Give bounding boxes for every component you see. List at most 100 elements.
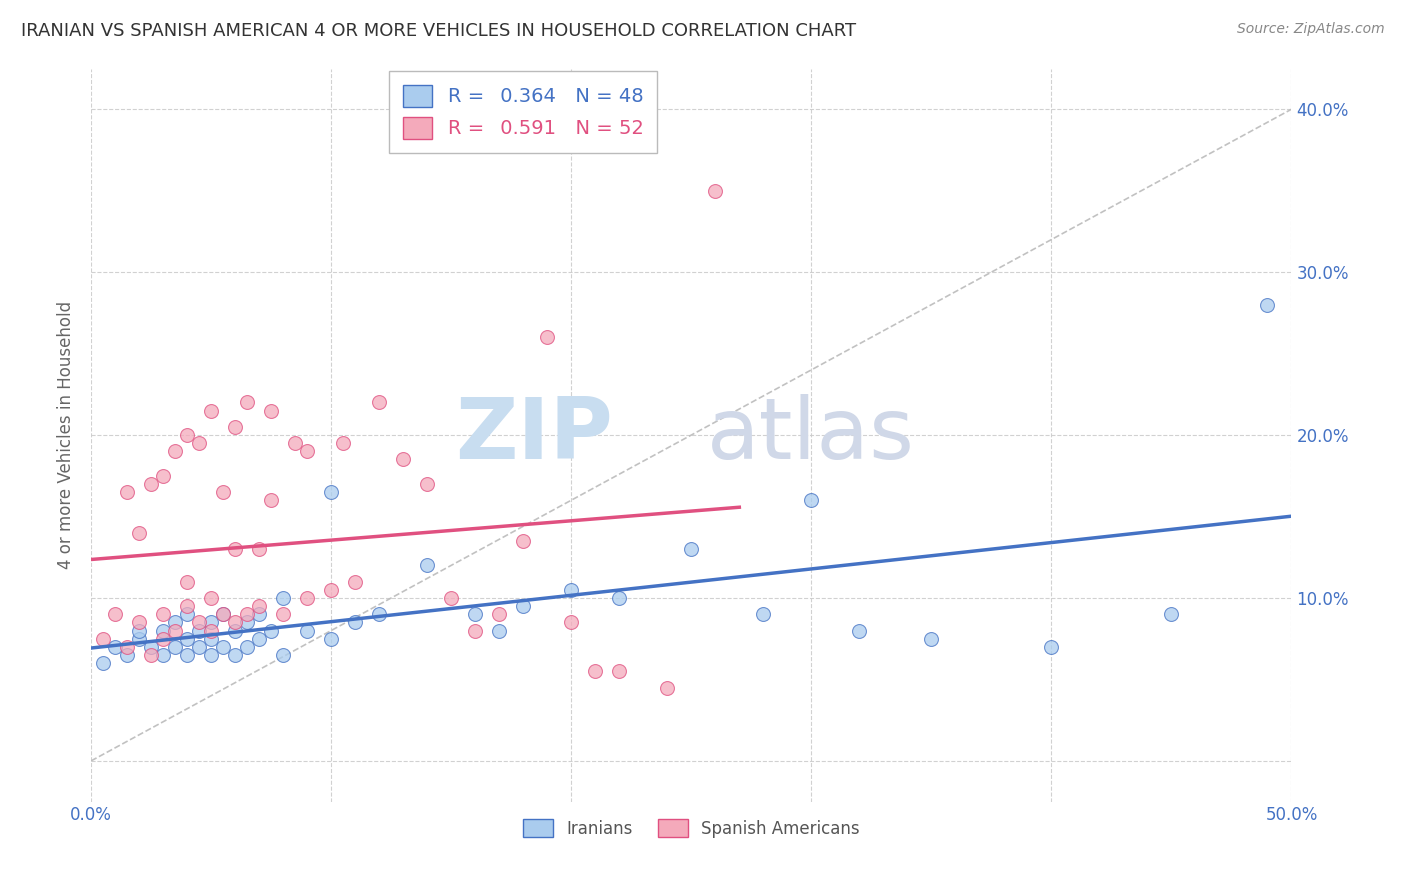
Point — [560, 582, 582, 597]
Point — [295, 591, 318, 605]
Point — [236, 395, 259, 409]
Point — [165, 444, 187, 458]
Point — [657, 681, 679, 695]
Point — [236, 607, 259, 622]
Point — [200, 615, 222, 630]
Point — [464, 607, 486, 622]
Point — [115, 648, 138, 662]
Text: IRANIAN VS SPANISH AMERICAN 4 OR MORE VEHICLES IN HOUSEHOLD CORRELATION CHART: IRANIAN VS SPANISH AMERICAN 4 OR MORE VE… — [21, 22, 856, 40]
Point — [128, 624, 150, 638]
Point — [560, 615, 582, 630]
Point — [260, 493, 283, 508]
Point — [91, 656, 114, 670]
Point — [332, 436, 354, 450]
Point — [152, 468, 174, 483]
Point — [212, 607, 235, 622]
Point — [704, 184, 727, 198]
Point — [321, 485, 343, 500]
Point — [165, 624, 187, 638]
Point — [128, 632, 150, 646]
Point — [368, 607, 391, 622]
Point — [152, 607, 174, 622]
Point — [271, 591, 294, 605]
Point — [152, 632, 174, 646]
Point — [200, 648, 222, 662]
Point — [247, 632, 270, 646]
Point — [165, 640, 187, 654]
Point — [176, 632, 198, 646]
Point — [200, 403, 222, 417]
Point — [236, 640, 259, 654]
Point — [512, 533, 534, 548]
Point — [224, 615, 246, 630]
Point — [104, 607, 127, 622]
Point — [188, 624, 211, 638]
Point — [115, 640, 138, 654]
Point — [271, 607, 294, 622]
Point — [200, 591, 222, 605]
Point — [200, 632, 222, 646]
Point — [392, 452, 415, 467]
Point — [104, 640, 127, 654]
Point — [284, 436, 307, 450]
Point — [752, 607, 775, 622]
Point — [681, 542, 703, 557]
Point — [416, 558, 439, 573]
Point — [224, 624, 246, 638]
Point — [344, 615, 367, 630]
Point — [260, 403, 283, 417]
Point — [247, 607, 270, 622]
Point — [295, 624, 318, 638]
Point — [176, 607, 198, 622]
Point — [176, 599, 198, 613]
Point — [236, 615, 259, 630]
Point — [91, 632, 114, 646]
Point — [152, 648, 174, 662]
Point — [260, 624, 283, 638]
Point — [607, 665, 630, 679]
Point — [1256, 298, 1278, 312]
Point — [536, 330, 558, 344]
Point — [848, 624, 870, 638]
Point — [583, 665, 606, 679]
Point — [416, 477, 439, 491]
Point — [224, 542, 246, 557]
Point — [295, 444, 318, 458]
Point — [176, 648, 198, 662]
Point — [212, 640, 235, 654]
Point — [800, 493, 823, 508]
Point — [440, 591, 463, 605]
Point — [152, 624, 174, 638]
Point — [247, 542, 270, 557]
Y-axis label: 4 or more Vehicles in Household: 4 or more Vehicles in Household — [58, 301, 75, 569]
Point — [141, 648, 163, 662]
Point — [141, 640, 163, 654]
Text: ZIP: ZIP — [456, 393, 613, 476]
Point — [920, 632, 942, 646]
Point — [176, 574, 198, 589]
Point — [188, 640, 211, 654]
Point — [165, 615, 187, 630]
Point — [488, 607, 510, 622]
Point — [321, 582, 343, 597]
Point — [271, 648, 294, 662]
Legend: Iranians, Spanish Americans: Iranians, Spanish Americans — [516, 813, 866, 845]
Point — [212, 485, 235, 500]
Point — [115, 485, 138, 500]
Point — [176, 428, 198, 442]
Point — [188, 615, 211, 630]
Point — [188, 436, 211, 450]
Point — [212, 607, 235, 622]
Point — [128, 615, 150, 630]
Text: Source: ZipAtlas.com: Source: ZipAtlas.com — [1237, 22, 1385, 37]
Point — [488, 624, 510, 638]
Point — [141, 477, 163, 491]
Point — [464, 624, 486, 638]
Point — [368, 395, 391, 409]
Point — [344, 574, 367, 589]
Point — [200, 624, 222, 638]
Point — [321, 632, 343, 646]
Point — [247, 599, 270, 613]
Point — [1040, 640, 1063, 654]
Point — [224, 420, 246, 434]
